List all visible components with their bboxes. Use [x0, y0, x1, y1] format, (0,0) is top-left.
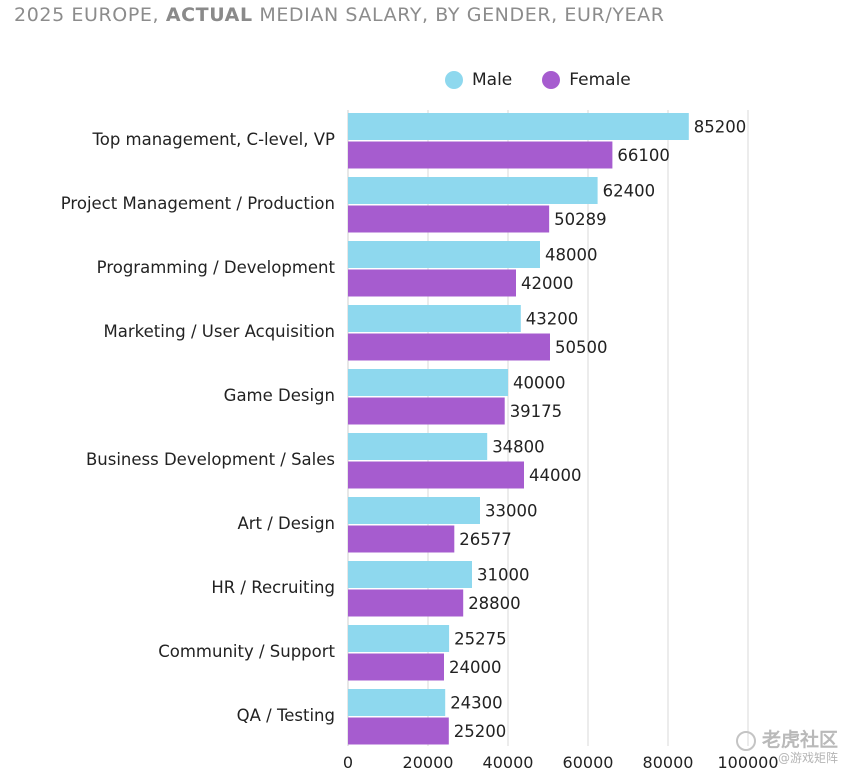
bar-female [348, 333, 550, 361]
data-label-male: 43200 [526, 310, 579, 329]
x-tick-label: 100000 [717, 753, 778, 772]
legend-swatch-male [445, 71, 463, 89]
category-label: Business Development / Sales [86, 450, 335, 469]
bar-female [348, 589, 464, 617]
x-tick-label: 40000 [483, 753, 534, 772]
category-label: HR / Recruiting [211, 578, 335, 597]
data-label-female: 26577 [459, 530, 512, 549]
legend-item-female[interactable]: Female [542, 70, 631, 90]
x-tick-label: 0 [343, 753, 353, 772]
legend-item-male[interactable]: Male [445, 70, 512, 90]
data-label-male: 33000 [485, 502, 538, 521]
data-label-female: 50289 [554, 210, 607, 229]
legend-swatch-female [542, 71, 561, 89]
data-label-male: 85200 [694, 118, 747, 137]
bar-male [348, 241, 540, 268]
category-label: Programming / Development [97, 258, 336, 277]
data-label-female: 50500 [555, 338, 608, 357]
x-tick-label: 20000 [403, 753, 454, 772]
data-label-male: 48000 [545, 246, 598, 265]
bar-male [348, 625, 450, 652]
bar-female [348, 205, 550, 233]
title-emphasis: ACTUAL [165, 4, 253, 26]
category-label: QA / Testing [237, 706, 335, 725]
data-label-male: 25275 [454, 630, 507, 649]
bar-female [348, 653, 444, 681]
bar-female [348, 141, 613, 169]
title-prefix: 2025 EUROPE, [14, 4, 166, 26]
category-label: Project Management / Production [61, 194, 335, 213]
bar-female [348, 525, 455, 553]
watermark: 老虎社区 @游戏矩阵 [735, 725, 838, 765]
data-label-female: 66100 [617, 146, 670, 165]
bar-male [348, 177, 598, 204]
data-label-female: 44000 [529, 466, 582, 485]
data-label-female: 28800 [468, 594, 521, 613]
x-tick-label: 60000 [563, 753, 614, 772]
category-label: Game Design [224, 386, 335, 405]
bar-female [348, 269, 516, 297]
bar-male [348, 433, 488, 460]
bar-female [348, 717, 449, 745]
bar-male [348, 497, 480, 524]
legend-label-female: Female [569, 70, 631, 90]
data-label-male: 31000 [477, 566, 530, 585]
bar-male [348, 369, 508, 396]
watermark-logo-icon [735, 730, 756, 751]
x-tick-label: 80000 [643, 753, 694, 772]
data-label-female: 42000 [521, 274, 574, 293]
bar-male [348, 561, 472, 588]
bar-female [348, 461, 524, 489]
category-label: Marketing / User Acquisition [103, 322, 335, 341]
bar-male [348, 305, 521, 332]
data-label-female: 39175 [510, 402, 563, 421]
watermark-sub: @游戏矩阵 [777, 751, 838, 765]
data-label-female: 25200 [454, 722, 507, 741]
legend: Male Female [445, 70, 661, 90]
bar-male [348, 689, 446, 716]
bar-female [348, 397, 505, 425]
data-label-male: 34800 [492, 438, 545, 457]
data-label-male: 24300 [450, 694, 503, 713]
legend-label-male: Male [472, 70, 513, 90]
data-label-male: 40000 [513, 374, 566, 393]
watermark-main: 老虎社区 [761, 729, 838, 751]
data-label-male: 62400 [603, 182, 656, 201]
category-label: Community / Support [158, 642, 335, 661]
bar-male [348, 113, 689, 140]
category-label: Top management, C-level, VP [91, 130, 335, 149]
chart-title: 2025 EUROPE, ACTUAL MEDIAN SALARY, BY GE… [14, 4, 665, 26]
category-label: Art / Design [237, 514, 335, 533]
data-label-female: 24000 [449, 658, 502, 677]
title-suffix: MEDIAN SALARY, BY GENDER, EUR/YEAR [252, 4, 665, 26]
